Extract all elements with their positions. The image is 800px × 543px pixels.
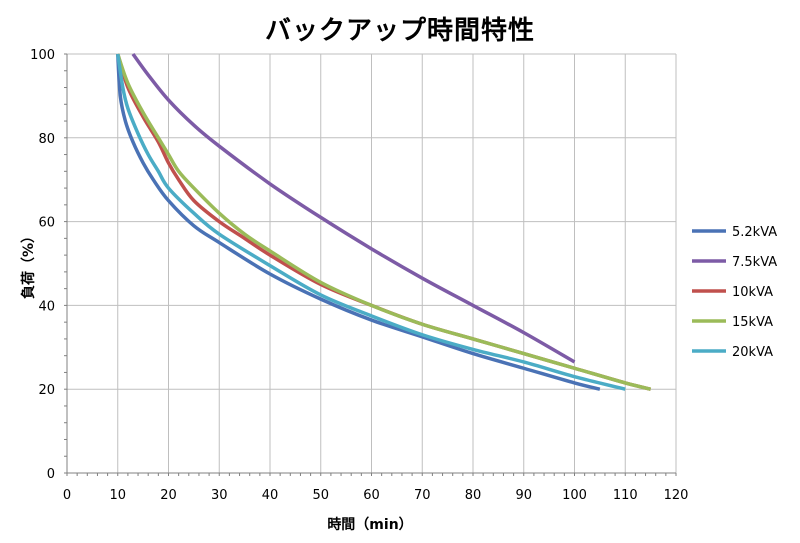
- x-tick-label: 0: [63, 488, 71, 503]
- y-tick-label: 0: [47, 467, 55, 482]
- x-tick-label: 60: [363, 488, 380, 503]
- y-tick-label: 100: [30, 48, 55, 63]
- y-tick-label: 60: [38, 216, 55, 231]
- x-tick-label: 90: [515, 488, 532, 503]
- x-tick-label: 70: [414, 488, 431, 503]
- x-tick-label: 20: [160, 488, 177, 503]
- legend-label: 5.2kVA: [732, 225, 777, 240]
- y-tick-label: 20: [38, 383, 55, 398]
- x-tick-label: 40: [262, 488, 279, 503]
- series-line: [116, 53, 601, 391]
- y-tick-label: 80: [38, 132, 55, 147]
- x-tick-label: 100: [562, 488, 587, 503]
- legend-label: 10kVA: [732, 285, 773, 300]
- series-line: [116, 53, 626, 391]
- x-tick-label: 50: [312, 488, 329, 503]
- y-axis-label: 負荷（%）: [21, 228, 37, 300]
- chart-title: バックアップ時間特性: [264, 16, 535, 46]
- x-tick-label: 30: [211, 488, 228, 503]
- x-tick-label: 80: [465, 488, 482, 503]
- legend-label: 20kVA: [732, 345, 773, 360]
- x-tick-label: 110: [613, 488, 638, 503]
- x-axis-label: 時間（min）: [327, 517, 413, 533]
- y-tick-label: 40: [38, 299, 55, 314]
- x-tick-label: 120: [664, 488, 689, 503]
- legend-label: 7.5kVA: [732, 255, 777, 270]
- series-line: [116, 53, 652, 391]
- legend-label: 15kVA: [732, 315, 773, 330]
- series-line: [131, 52, 576, 364]
- x-tick-label: 10: [109, 488, 126, 503]
